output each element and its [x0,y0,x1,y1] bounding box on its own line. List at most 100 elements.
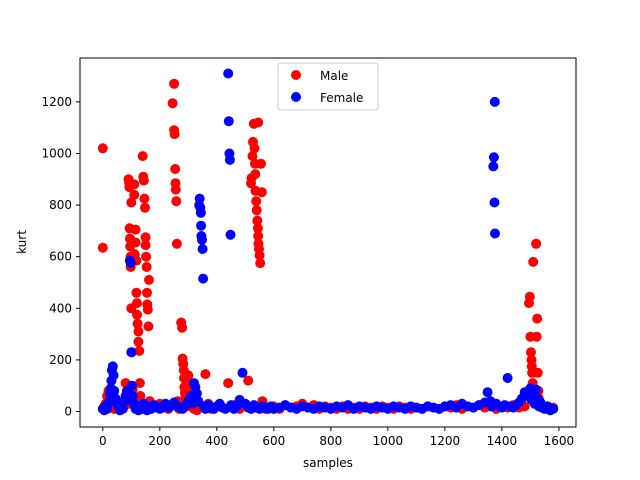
y-tick-label: 0 [64,405,72,419]
data-point-male-112 [252,215,263,226]
data-point-male-171 [524,291,535,302]
data-point-male-111 [251,205,262,216]
data-point-female-77 [223,116,234,127]
data-point-male-100 [243,375,254,386]
legend-label-female: Female [320,91,363,105]
data-point-male-114 [253,231,264,241]
x-tick-label: 1600 [544,434,575,448]
data-point-male-39 [133,336,144,347]
data-point-female-25 [126,380,137,391]
data-point-male-0 [97,143,108,154]
data-point-female-9 [107,361,118,372]
data-point-male-49 [140,240,151,251]
data-point-female-158 [531,384,542,395]
data-point-female-139 [489,197,500,208]
y-tick-label: 1200 [41,95,72,109]
data-point-male-34 [131,287,142,298]
data-point-female-26 [127,391,138,401]
data-point-male-28 [129,179,140,190]
x-axis-ticks: 0 200 400 600 800 1000 1200 1400 1600 [99,427,574,448]
x-tick-label: 600 [262,434,285,448]
data-point-male-178 [528,256,539,267]
data-point-male-181 [531,238,542,249]
data-point-male-41 [134,378,145,389]
data-point-female-80 [225,229,236,240]
legend-marker-female [291,92,301,102]
data-point-male-121 [256,187,267,198]
x-tick-label: 1000 [373,434,404,448]
plot-frame [79,57,577,428]
x-axis-label: samples [303,456,353,470]
y-tick-label: 1000 [41,146,72,160]
legend: Male Female [277,62,379,111]
data-point-female-140 [490,228,500,239]
data-point-male-66 [170,164,181,174]
x-tick-label: 200 [148,434,171,448]
data-point-female-66 [198,273,209,284]
data-point-male-110 [251,196,262,207]
data-point-male-42 [135,391,146,401]
data-point-male-54 [142,304,153,315]
data-point-male-184 [532,367,543,378]
data-point-female-62 [196,220,207,231]
data-point-male-29 [129,189,140,200]
y-tick-label: 400 [49,301,72,315]
x-tick-label: 0 [99,434,107,448]
data-point-male-119 [253,117,264,128]
data-point-male-55 [143,321,154,332]
data-point-female-10 [108,370,119,381]
data-point-female-137 [488,161,499,172]
data-point-female-23 [125,258,136,269]
data-point-female-141 [489,96,500,107]
data-point-female-11 [109,385,120,396]
data-point-male-182 [531,331,542,342]
data-point-female-146 [502,373,513,383]
legend-box [277,62,379,111]
data-point-male-46 [139,193,150,204]
data-point-male-183 [532,313,543,324]
data-point-male-35 [132,298,142,309]
data-point-male-45 [138,175,149,186]
y-axis-label: kurt [15,230,29,254]
data-point-female-134 [482,387,493,398]
data-point-male-31 [130,224,141,235]
data-point-male-32 [130,237,141,248]
data-point-male-38 [133,326,144,337]
data-point-female-24 [126,347,137,358]
data-point-female-17 [117,403,128,414]
x-tick-label: 800 [319,434,342,448]
data-point-male-103 [247,151,258,162]
data-point-female-138 [488,152,499,163]
data-point-female-56 [191,388,202,399]
data-point-female-64 [197,234,207,245]
data-point-male-40 [134,345,145,356]
data-point-male-47 [140,202,150,213]
data-point-male-92 [200,369,211,380]
x-tick-label: 1200 [430,434,461,448]
data-point-male-43 [137,151,148,162]
y-axis-ticks: 0 200 400 600 800 1000 1200 [41,95,80,419]
data-point-female-59 [194,193,205,204]
data-point-male-173 [526,347,536,358]
legend-marker-male [291,70,301,80]
data-point-male-52 [142,287,152,298]
data-point-female-166 [548,403,559,414]
y-tick-label: 600 [49,250,72,264]
data-point-male-36 [132,309,142,320]
data-point-male-48 [140,232,151,243]
data-point-female-76 [223,68,234,79]
y-tick-label: 800 [49,198,72,212]
data-point-male-51 [141,262,152,272]
data-point-male-68 [170,184,181,195]
y-tick-label: 200 [49,353,72,367]
data-point-male-70 [171,238,182,249]
data-point-male-120 [256,158,266,169]
data-point-male-108 [250,169,261,180]
data-point-male-85 [183,370,194,381]
data-point-male-62 [167,98,178,109]
series-female [97,68,559,416]
data-point-male-118 [255,258,266,269]
data-point-male-23 [126,197,137,208]
data-point-male-113 [252,223,263,234]
